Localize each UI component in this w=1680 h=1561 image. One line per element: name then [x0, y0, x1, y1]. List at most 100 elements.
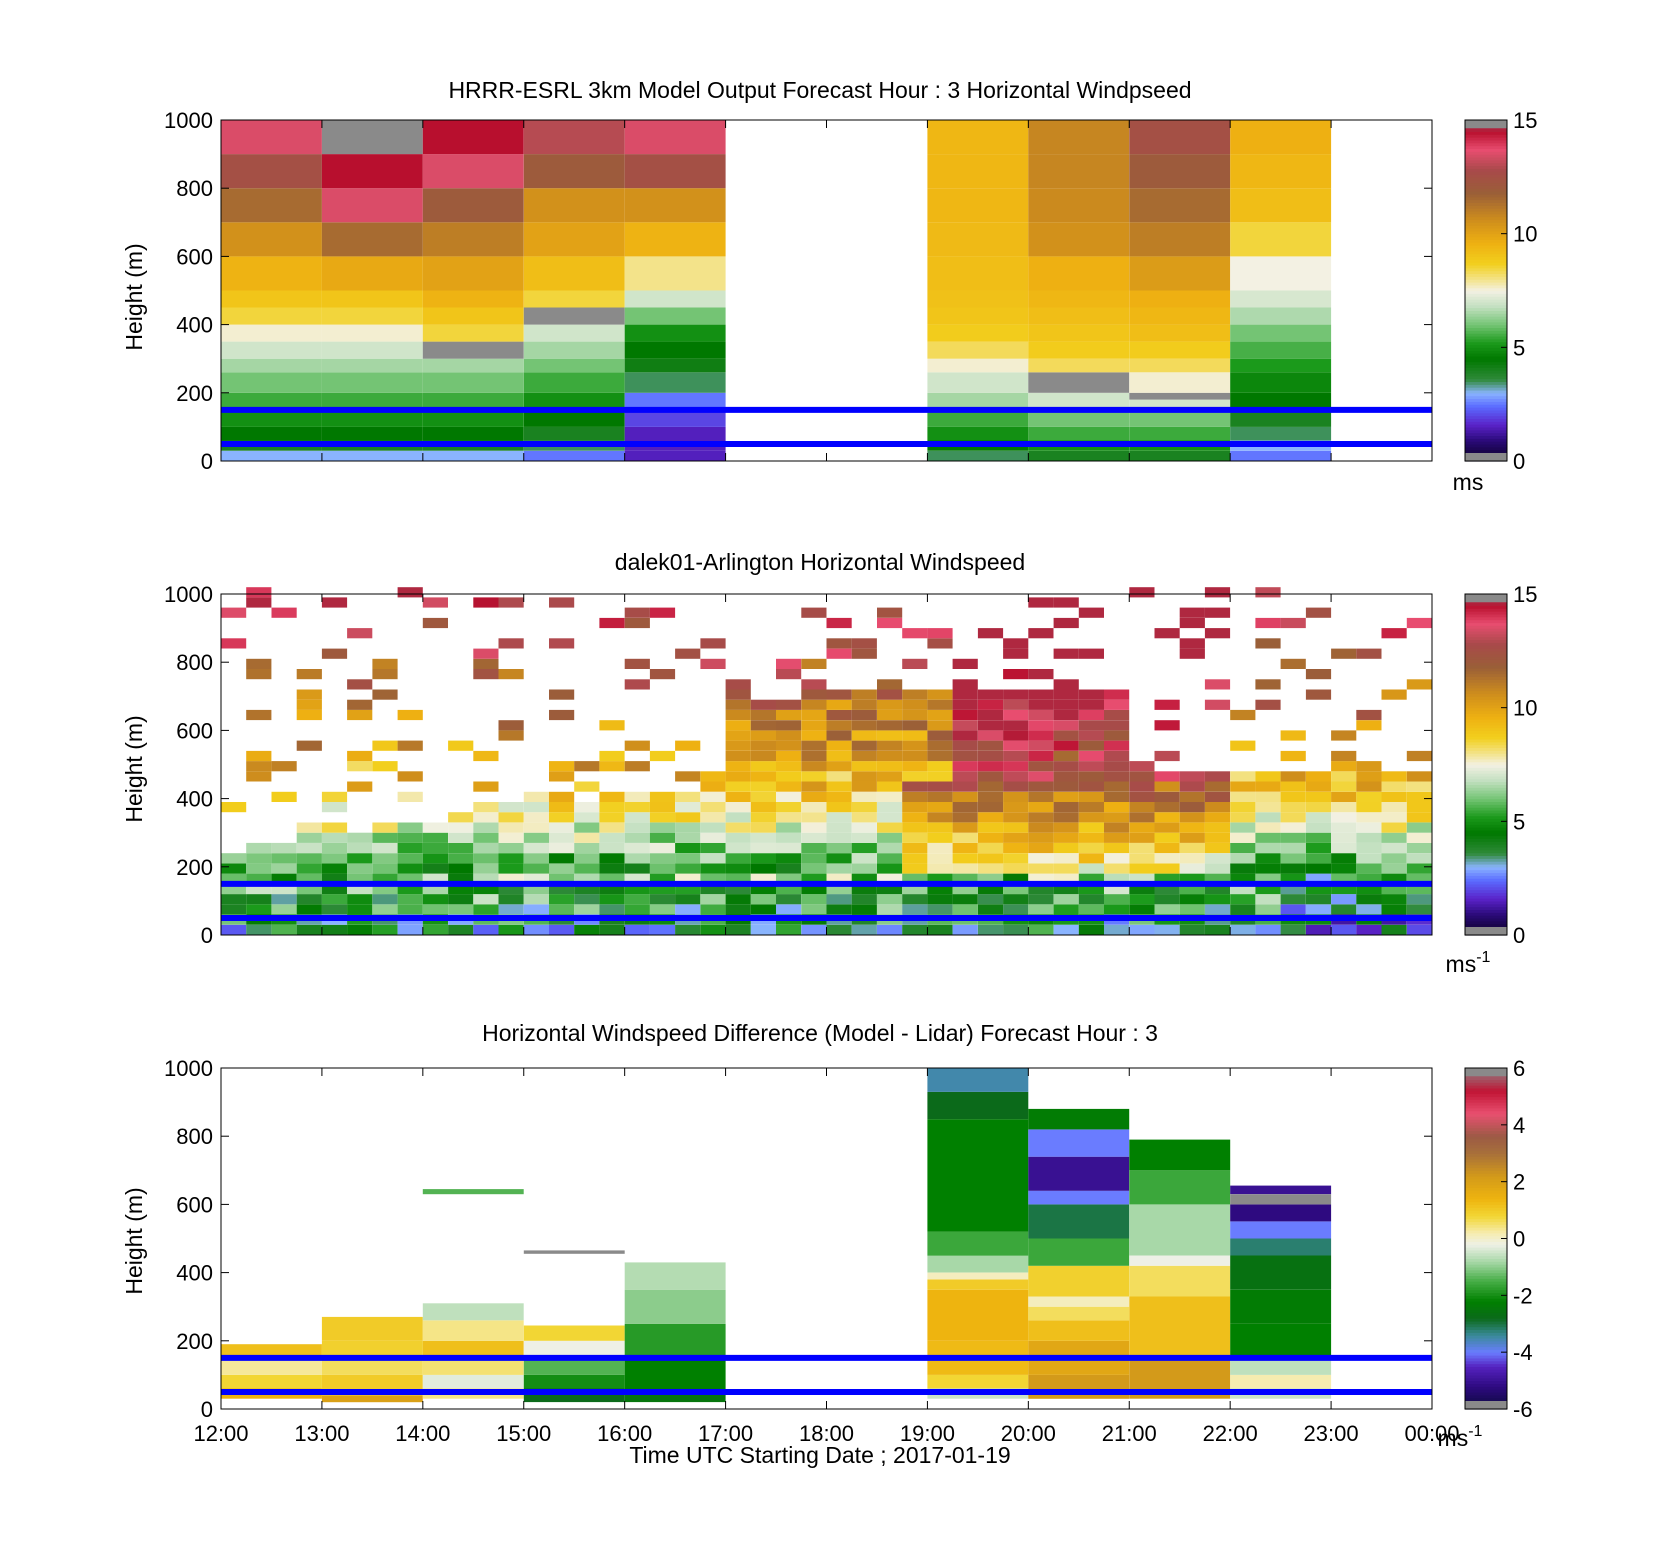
data-cell: [246, 669, 272, 680]
data-cell: [221, 222, 322, 257]
data-cell: [649, 873, 676, 884]
data-cell: [448, 822, 474, 833]
data-cell: [1230, 256, 1332, 291]
colorbar-segment: [1465, 1389, 1507, 1393]
data-cell: [624, 883, 650, 895]
data-cell: [1305, 873, 1332, 884]
colorbar-segment: [1465, 846, 1507, 851]
data-cell: [599, 812, 625, 823]
data-cell: [1356, 761, 1382, 772]
data-cell: [296, 873, 322, 884]
data-cell: [776, 873, 802, 884]
data-cell: [1104, 873, 1130, 884]
colorbar-segment: [1465, 210, 1507, 215]
data-cell: [927, 450, 1029, 461]
data-cell: [927, 822, 953, 833]
data-cell: [1003, 699, 1029, 710]
y-axis-label: Height (m): [121, 715, 147, 822]
data-cell: [321, 307, 423, 325]
data-cell: [422, 904, 448, 915]
data-cell: [448, 894, 474, 905]
data-cell: [1305, 781, 1332, 792]
colorbar-segment: [1465, 398, 1507, 402]
data-cell: [549, 689, 575, 700]
data-cell: [1003, 842, 1029, 854]
data-cell: [498, 924, 524, 935]
data-cell: [1053, 883, 1079, 895]
data-cell: [1356, 842, 1382, 854]
data-cell: [877, 832, 903, 843]
colorbar-segment: [1465, 438, 1507, 442]
colorbar-segment: [1465, 358, 1507, 363]
data-cell: [952, 812, 978, 823]
colorbar-segment: [1465, 608, 1507, 612]
data-cell: [1003, 669, 1029, 680]
data-cell: [725, 771, 751, 782]
data-cell: [826, 853, 852, 864]
data-cell: [624, 822, 650, 833]
data-cell: [826, 822, 852, 833]
data-cell: [952, 658, 978, 669]
data-cell: [1230, 802, 1256, 813]
data-cell: [523, 372, 625, 393]
data-cell: [801, 689, 827, 700]
data-cell: [851, 781, 877, 792]
data-cell: [1230, 1289, 1332, 1324]
x-tick-label: 20:00: [1001, 1421, 1056, 1446]
data-cell: [397, 873, 423, 884]
colorbar-segment: [1465, 906, 1507, 911]
data-cell: [826, 924, 852, 935]
data-cell: [599, 802, 625, 813]
data-cell: [1053, 822, 1079, 833]
data-cell: [1179, 924, 1205, 935]
colorbar-segment: [1465, 307, 1507, 311]
data-cell: [1356, 853, 1382, 864]
colorbar-segment: [1465, 656, 1507, 660]
data-cell: [1003, 689, 1029, 700]
colorbar-segment: [1465, 137, 1507, 141]
data-cell: [1230, 1323, 1332, 1358]
data-cell: [473, 781, 499, 792]
data-cell: [1280, 781, 1306, 792]
data-cell: [1356, 822, 1382, 833]
data-cell: [1078, 822, 1104, 833]
data-cell: [877, 709, 903, 721]
y-tick-label: 1000: [164, 1056, 213, 1081]
colorbar-segment: [1465, 131, 1507, 135]
data-cell: [624, 812, 650, 823]
colorbar-segment: [1465, 1181, 1507, 1186]
colorbar-segment: [1465, 1124, 1507, 1129]
colorbar-segment: [1465, 284, 1507, 289]
colorbar-segment: [1465, 1229, 1507, 1234]
data-cell: [372, 658, 398, 669]
data-cell: [1381, 924, 1407, 935]
colorbar-segment: [1465, 276, 1507, 280]
data-cell: [1154, 863, 1180, 874]
data-cell: [321, 426, 423, 441]
colorbar-tick-label: 0: [1513, 449, 1525, 474]
colorbar-segment: [1465, 1232, 1507, 1237]
data-cell: [776, 822, 802, 833]
data-cell: [1255, 771, 1281, 782]
data-cell: [422, 883, 448, 895]
data-cell: [523, 1250, 625, 1254]
data-cell: [725, 883, 751, 895]
data-cell: [725, 730, 751, 741]
data-cell: [1028, 1204, 1130, 1239]
data-cell: [1003, 648, 1029, 659]
data-cell: [1179, 894, 1205, 905]
data-cell: [801, 658, 827, 669]
data-cell: [649, 842, 676, 854]
colorbar-segment: [1465, 701, 1507, 706]
data-cell: [372, 883, 398, 895]
data-cell: [801, 607, 827, 618]
data-cell: [1053, 730, 1079, 741]
data-cell: [851, 689, 877, 700]
data-cell: [1406, 679, 1432, 690]
data-cell: [1104, 904, 1130, 915]
data-cell: [1255, 638, 1281, 649]
colorbar-segment: [1465, 858, 1507, 862]
colorbar-segment: [1465, 1366, 1507, 1370]
data-cell: [1028, 904, 1054, 915]
